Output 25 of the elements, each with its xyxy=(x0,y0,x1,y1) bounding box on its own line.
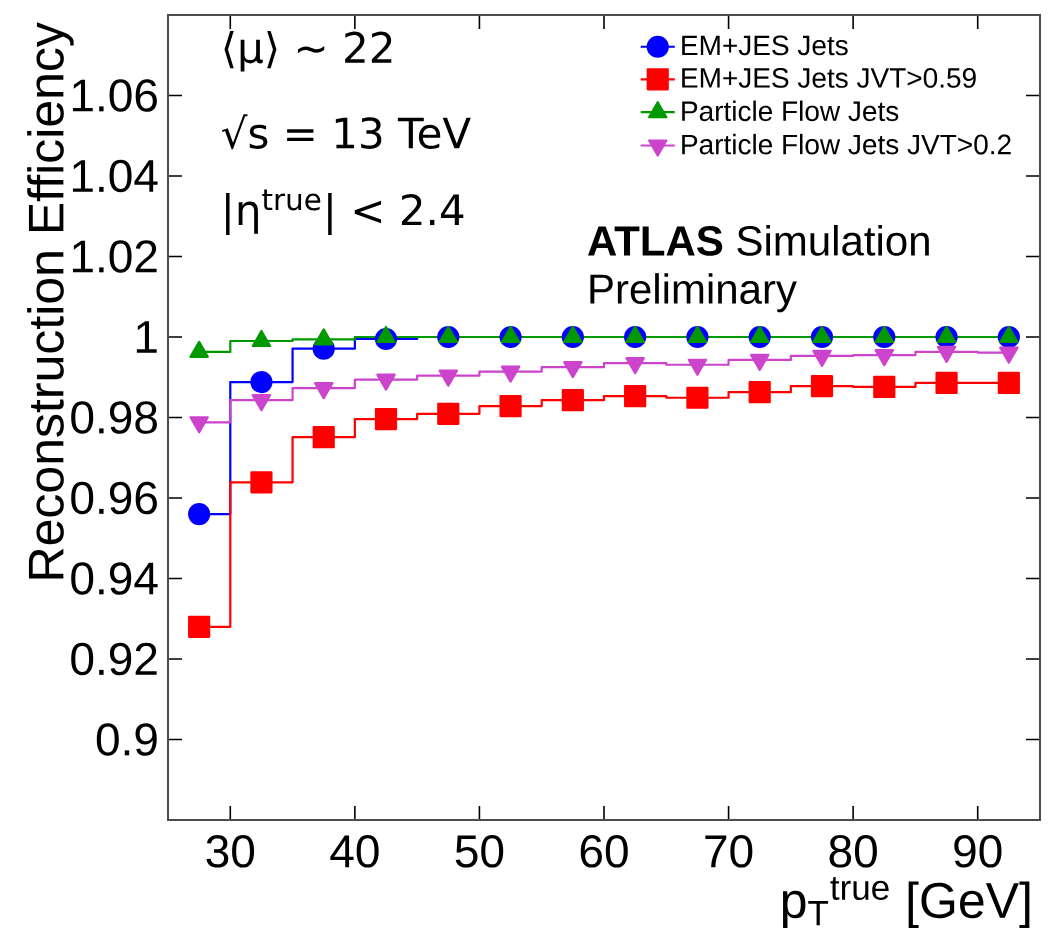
y-tick-label: 1 xyxy=(136,321,157,353)
legend-label: EM+JES Jets xyxy=(682,35,848,56)
annotation: √s = 13 TeV xyxy=(221,114,471,150)
annotation: Preliminary xyxy=(590,273,797,313)
x-tick-label: 80 xyxy=(829,835,877,868)
legend-label: Particle Flow Jets JVT>0.2 xyxy=(682,133,1011,155)
x-tick-label: 70 xyxy=(705,835,753,868)
y-tick-label: 0.98 xyxy=(71,401,157,434)
x-tick-label: 90 xyxy=(954,835,1002,868)
y-tick-label: 1.06 xyxy=(72,79,157,112)
annotation: ATLAS Simulation xyxy=(587,224,929,256)
y-tick-label: 1.02 xyxy=(72,240,157,273)
x-tick-label: 50 xyxy=(455,835,504,868)
y-tick-label: 1.04 xyxy=(72,159,158,193)
y-tick-label: 0.96 xyxy=(71,481,157,515)
legend-label: EM+JES Jets JVT>0.59 xyxy=(682,67,976,88)
x-tick-label: 30 xyxy=(206,835,255,868)
annotation: ⟨μ⟩ ~ 22 xyxy=(224,30,392,72)
y-tick-label: 0.9 xyxy=(96,723,157,756)
x-tick-label: 40 xyxy=(330,835,379,868)
y-tick-label: 0.92 xyxy=(71,642,157,676)
x-tick-label: 60 xyxy=(580,835,628,868)
legend-label: Particle Flow Jets xyxy=(682,100,899,122)
annotation: |η$^{true}$| < 2.4 xyxy=(226,189,464,236)
x-axis-title: p$_{T}$$^{true}$ [GeV] xyxy=(782,877,1030,929)
